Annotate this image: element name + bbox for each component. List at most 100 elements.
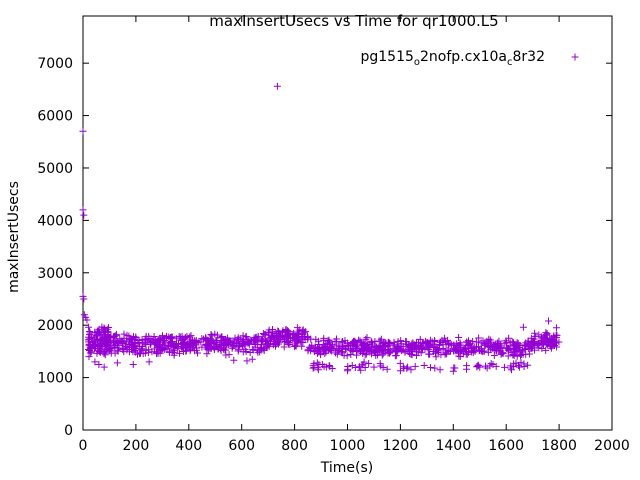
data-point [173, 345, 181, 353]
data-point [455, 333, 463, 341]
data-point [165, 348, 173, 356]
data-point [246, 336, 254, 344]
data-point [246, 348, 254, 356]
data-point [315, 345, 323, 353]
data-point [441, 350, 449, 358]
data-point [304, 346, 312, 354]
data-point [501, 363, 509, 371]
data-point [476, 363, 484, 371]
data-point [97, 345, 105, 353]
data-point [85, 353, 93, 361]
data-point [139, 350, 147, 358]
data-point [332, 335, 340, 343]
data-point [96, 341, 104, 349]
data-point [237, 335, 245, 343]
data-point [370, 363, 378, 371]
data-point [259, 330, 267, 338]
data-point [93, 349, 101, 357]
data-point [367, 343, 375, 351]
data-point [289, 337, 297, 345]
data-point [385, 339, 393, 347]
x-tick-label: 1800 [541, 438, 577, 454]
data-point [221, 340, 229, 348]
data-point [493, 346, 501, 354]
data-point [538, 338, 546, 346]
data-point [469, 337, 477, 345]
data-point [309, 364, 317, 372]
data-point [456, 339, 464, 347]
data-point [273, 82, 281, 90]
data-point [298, 332, 306, 340]
data-point [254, 332, 262, 340]
data-point [445, 341, 453, 349]
data-point [280, 343, 288, 351]
data-point [91, 358, 99, 366]
data-point [174, 339, 182, 347]
data-point [320, 334, 328, 342]
data-point [416, 335, 424, 343]
data-point [106, 334, 114, 342]
y-tick-label: 1000 [37, 371, 73, 387]
data-point [85, 346, 93, 354]
axis-ticks: 0 200 400 600 800 1000 1200 1400 1600 1800 2000 0 10… [37, 16, 630, 454]
data-point [260, 331, 268, 339]
plot-area: 0 200 400 600 800 1000 1200 1400 1600 1800 2000 0 10… [37, 15, 630, 454]
data-point [492, 362, 500, 370]
data-point [442, 349, 450, 357]
data-point [490, 351, 498, 359]
data-point [538, 344, 546, 352]
data-point [260, 346, 268, 354]
data-point [496, 345, 504, 353]
data-point [291, 342, 299, 350]
data-point [383, 365, 391, 373]
data-point [110, 342, 118, 350]
data-point [352, 351, 360, 359]
data-point [106, 345, 114, 353]
data-point [265, 329, 273, 337]
data-point [222, 335, 230, 343]
data-point [245, 341, 253, 349]
data-point [336, 342, 344, 350]
data-point [235, 346, 243, 354]
data-point [157, 336, 165, 344]
data-point [515, 344, 523, 352]
data-point [463, 365, 471, 373]
data-point [362, 335, 370, 343]
data-point [386, 340, 394, 347]
data-point [128, 338, 136, 346]
data-point [535, 339, 543, 347]
data-point [214, 345, 222, 353]
data-point [94, 327, 102, 335]
data-point [356, 337, 364, 345]
data-point [436, 338, 444, 346]
data-point [286, 330, 294, 338]
data-point [349, 345, 357, 353]
data-point [430, 342, 438, 350]
data-point [456, 352, 464, 360]
chart-title: maxInsertUsecs vs Time for qr1000.L5 [209, 12, 498, 30]
x-tick-label: 800 [281, 438, 308, 454]
data-point [543, 330, 551, 338]
x-tick-label: 200 [123, 438, 150, 454]
legend-label: pg1515o2nofp.cx10ac8r32 [360, 49, 545, 68]
data-point [127, 346, 135, 354]
data-point [426, 363, 434, 371]
legend: pg1515o2nofp.cx10ac8r32 [360, 49, 579, 68]
data-point [449, 367, 457, 375]
data-point [138, 343, 146, 351]
data-point [180, 344, 188, 352]
data-point [437, 351, 445, 359]
data-point [407, 350, 415, 358]
data-point [248, 355, 256, 363]
data-point [161, 341, 169, 349]
y-axis-label: maxInsertUsecs [6, 181, 22, 293]
data-point [181, 343, 189, 351]
legend-marker-symbol [571, 53, 579, 61]
data-point [431, 336, 439, 344]
data-point [531, 332, 539, 340]
x-tick-label: 600 [228, 438, 255, 454]
data-point [355, 336, 363, 344]
data-point [545, 338, 553, 346]
data-point [176, 333, 184, 341]
data-point [462, 344, 470, 352]
